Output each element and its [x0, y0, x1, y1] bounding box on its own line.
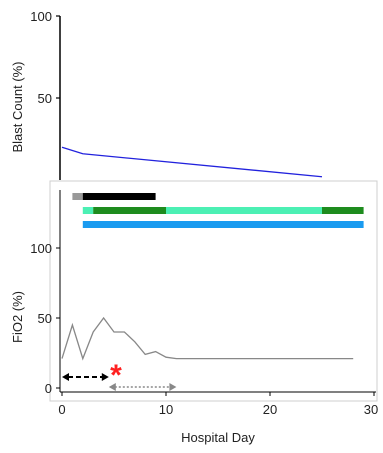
timeline-bar-row0-1: [82, 193, 156, 200]
fio2-xtick-label-0: 0: [58, 402, 65, 417]
fio2-plot-frame: [49, 180, 378, 402]
dotted-gray-arrow-left-head: [108, 383, 116, 391]
blast-y-axis-title: Blast Count (%): [10, 61, 25, 152]
dashed-black-arrow-right-head: [101, 373, 109, 381]
timeline-bar-row1-5: [322, 207, 364, 214]
blast-ytick-label-50: 50: [38, 91, 52, 106]
blast-count-line: [61, 146, 323, 178]
fio2-xtick-label-20: 20: [263, 402, 277, 417]
fio2-ytick-label-50: 50: [38, 311, 52, 326]
fio2-ytick-label-100: 100: [30, 241, 52, 256]
fio2-xtick-label-10: 10: [159, 402, 173, 417]
fio2-panel: 0 50 100 0 10 20 30 Hospital Day FiO2 (%…: [10, 180, 378, 445]
dotted-gray-arrow-right-head: [169, 383, 177, 391]
event-asterisk-marker: *: [110, 359, 122, 392]
timeline-bar-row2-6: [82, 221, 364, 228]
timeline-bars: [72, 193, 364, 228]
fio2-y-axis-title: FiO2 (%): [10, 291, 25, 343]
dashed-black-arrow: [62, 373, 109, 381]
timeline-bar-row0-0: [72, 193, 83, 200]
fio2-x-ticks: 0 10 20 30: [58, 392, 378, 417]
fio2-y-ticks: 0 50 100: [30, 241, 60, 396]
fio2-xtick-label-30: 30: [364, 402, 378, 417]
fio2-x-axis-title: Hospital Day: [181, 430, 255, 445]
timeline-bar-row1-3: [93, 207, 166, 214]
timeline-bar-row1-2: [82, 207, 94, 214]
timeline-bar-row1-4: [166, 207, 322, 214]
dotted-gray-arrow: [108, 383, 177, 391]
fio2-line: [61, 316, 354, 361]
dashed-black-arrow-left-head: [62, 373, 69, 381]
blast-count-panel: 100 50 Blast Count (%): [10, 9, 323, 180]
fio2-ytick-label-0: 0: [45, 381, 52, 396]
blast-ytick-label-100: 100: [30, 9, 52, 24]
